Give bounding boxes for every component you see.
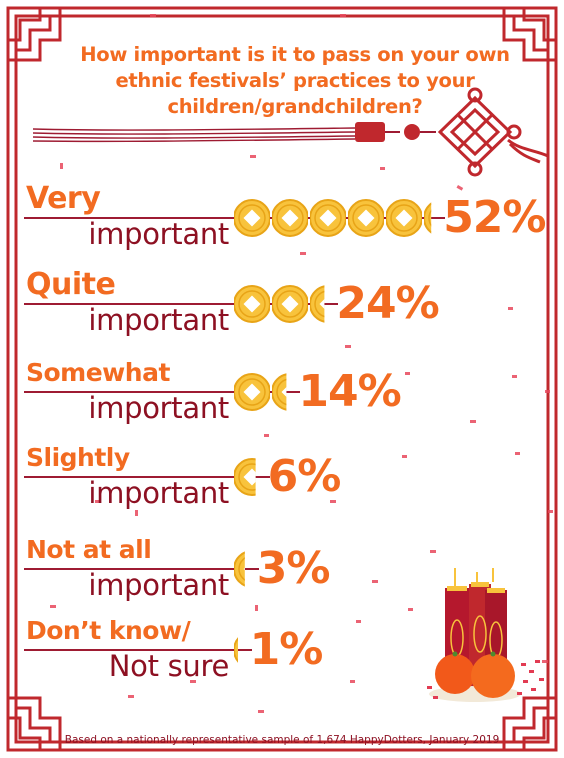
row-very-important: Very important 52% xyxy=(0,182,564,272)
bar-line xyxy=(24,649,252,651)
knot-icon xyxy=(437,87,549,177)
category-label-bottom: important xyxy=(88,391,229,425)
category-label-bottom: important xyxy=(88,303,229,337)
chinese-knot-tassel xyxy=(32,87,549,177)
coin-bar xyxy=(234,458,256,496)
row-somewhat-important: Somewhat important 14% xyxy=(0,356,564,446)
source-footnote: Based on a nationally representative sam… xyxy=(64,734,500,746)
category-label-top: Somewhat xyxy=(26,358,170,387)
category-label-top: Quite xyxy=(26,267,116,302)
value-label: 1% xyxy=(249,624,324,675)
coin-bar xyxy=(234,199,432,237)
coin-icon xyxy=(310,199,346,237)
coin-icon xyxy=(272,199,308,237)
coin-icon xyxy=(310,285,325,323)
value-label: 52% xyxy=(443,192,546,243)
firecrackers-and-oranges-illustration xyxy=(427,568,544,702)
coin-bar xyxy=(234,373,287,411)
coin-icon xyxy=(234,551,245,587)
value-label: 24% xyxy=(336,278,439,329)
coin-icon xyxy=(272,373,287,411)
coin-icon xyxy=(234,199,270,237)
confetti-dots xyxy=(50,14,553,713)
category-label-bottom: important xyxy=(88,476,229,510)
row-dont-know-not-sure: Don’t know/ Not sure 1% xyxy=(0,614,564,704)
chart-title: How important is it to pass on your own … xyxy=(80,43,510,118)
category-label-bottom: Not sure xyxy=(108,649,230,683)
coin-icon xyxy=(348,199,384,237)
row-quite-important: Quite important 24% xyxy=(0,268,564,358)
category-label-bottom: important xyxy=(88,217,229,251)
coin-icon xyxy=(272,285,308,323)
confetti-pile xyxy=(427,660,544,699)
tassel-cap xyxy=(355,122,385,142)
bar-line xyxy=(24,391,301,393)
category-label-bottom: important xyxy=(88,568,229,602)
bar-line xyxy=(24,303,339,305)
coin-icon xyxy=(234,458,256,496)
category-label-top: Not at all xyxy=(26,535,152,564)
coin-icon xyxy=(234,373,270,411)
coin-icon xyxy=(386,199,422,237)
coin-icon xyxy=(234,637,238,663)
row-not-at-all-important: Not at all important 3% xyxy=(0,533,564,623)
category-label-top: Slightly xyxy=(26,443,130,472)
row-slightly-important: Slightly important 6% xyxy=(0,441,564,531)
coin-bar xyxy=(234,551,245,587)
bar-line xyxy=(24,568,259,570)
value-label: 6% xyxy=(267,451,342,502)
coin-icon xyxy=(234,285,270,323)
category-label-top: Very xyxy=(26,181,101,216)
value-label: 14% xyxy=(298,366,401,417)
coin-icon xyxy=(424,202,432,234)
coin-bar xyxy=(234,637,238,663)
value-label: 3% xyxy=(256,543,331,594)
coin-bar xyxy=(234,285,325,323)
category-label-top: Don’t know/ xyxy=(26,616,191,645)
mandarin-orange-icon xyxy=(429,651,521,702)
bar-line xyxy=(24,476,270,478)
